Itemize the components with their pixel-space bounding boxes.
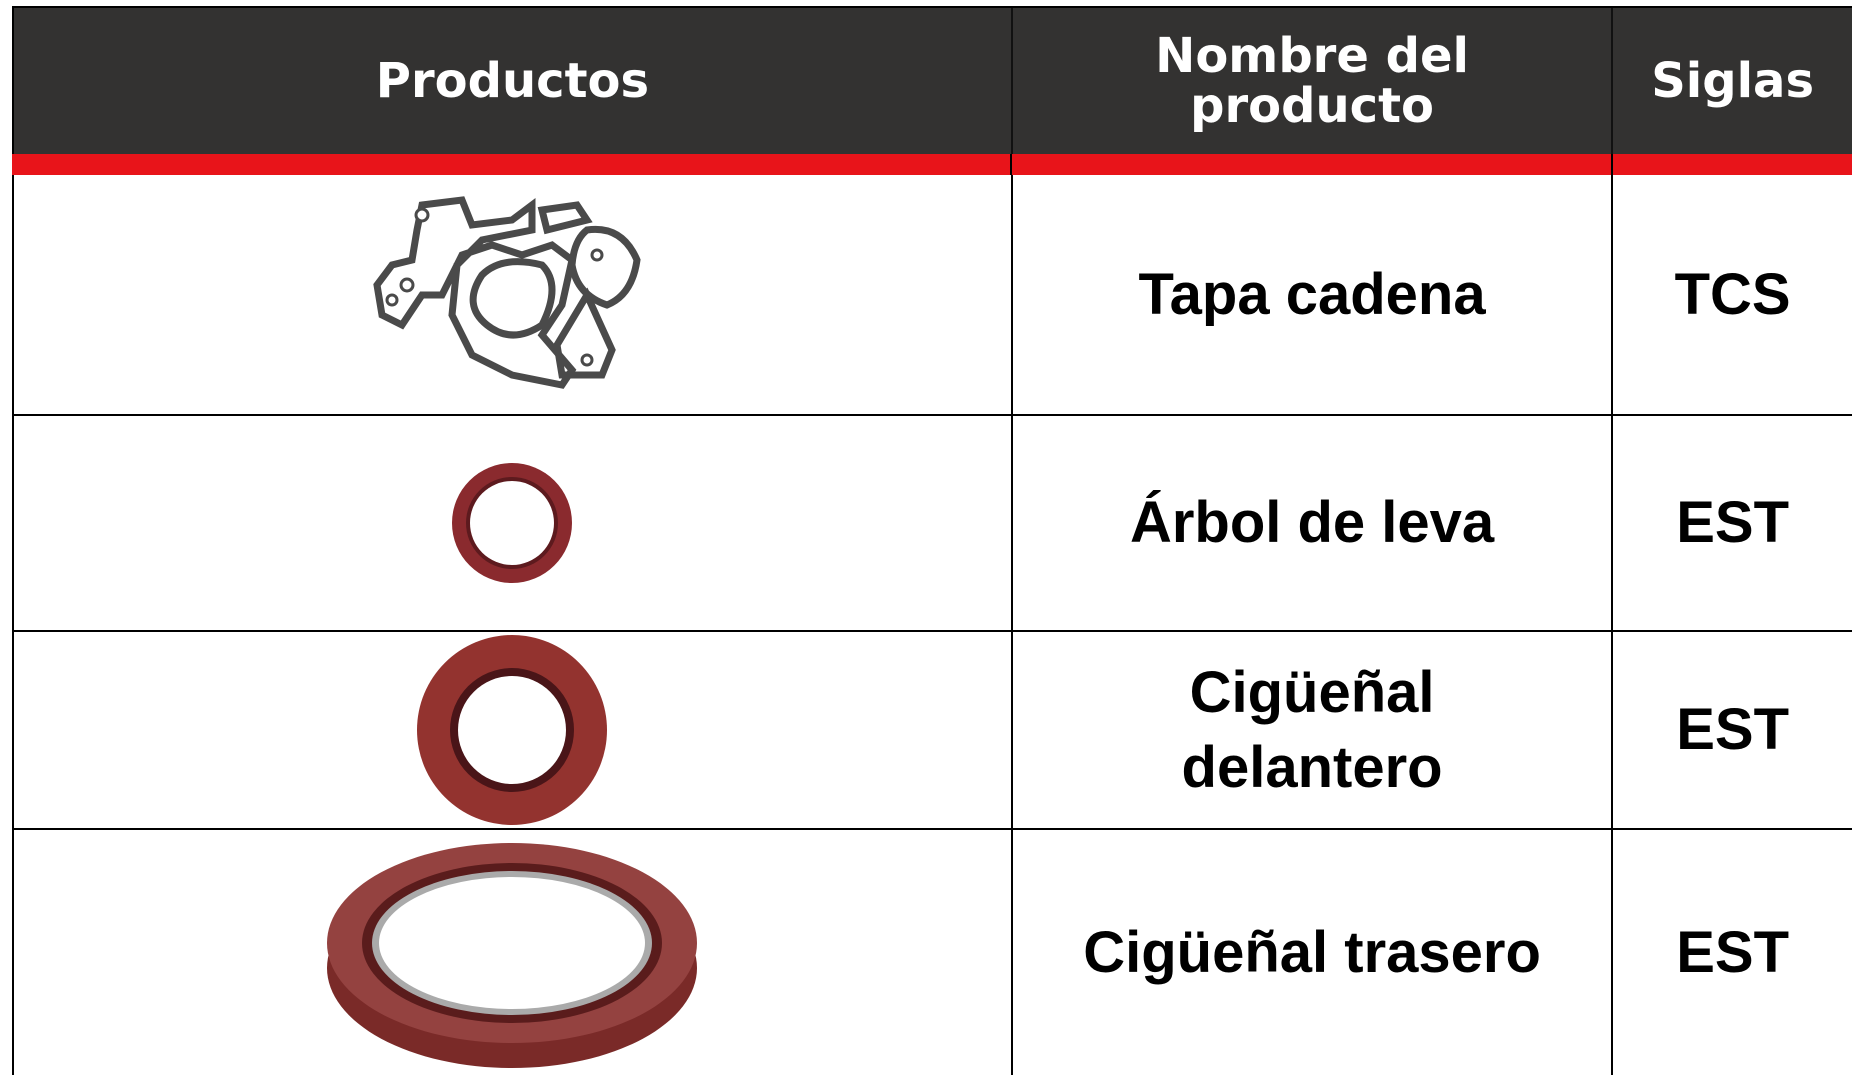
code-cell: TCS [1613,175,1852,414]
header-cell: Siglas [1613,8,1852,154]
seal-image [417,635,608,825]
image-cell [14,632,1013,828]
product-code: EST [1676,697,1790,763]
name-cell: Tapa cadena [1013,175,1614,414]
header-cell: Nombre del producto [1013,8,1614,154]
product-code: TCS [1674,261,1791,327]
header-text: Siglas [1651,52,1815,109]
table-row: Cigüeñal delantero EST [12,632,1852,830]
code-cell: EST [1613,632,1852,828]
header-text: Productos [375,52,650,109]
image-cell [14,416,1013,630]
name-cell: Árbol de leva [1013,416,1614,630]
code-cell: EST [1613,416,1852,630]
product-code: EST [1676,919,1790,985]
product-name: Cigüeñal delantero [1181,659,1443,800]
header-text: Nombre del producto [1155,27,1469,134]
name-cell: Cigüeñal delantero [1013,632,1614,828]
product-name: Tapa cadena [1138,261,1486,327]
table-row: Árbol de leva EST [12,416,1852,632]
product-code: EST [1676,490,1790,556]
image-cell [14,175,1013,414]
gasket-image [373,195,642,389]
table-row: Cigüeñal trasero EST [12,830,1852,1075]
name-cell: Cigüeñal trasero [1013,830,1614,1075]
seal-image [327,842,698,1068]
table-row: Tapa cadena TCS [12,175,1852,416]
code-cell: EST [1613,830,1852,1075]
table-header: Productos Nombre del producto Siglas [12,6,1852,154]
header-cell: Productos [14,8,1013,154]
header-accent [12,154,1852,175]
seal-image [452,463,573,583]
product-name: Cigüeñal trasero [1083,919,1541,985]
product-name: Árbol de leva [1129,490,1495,556]
image-cell [14,830,1013,1075]
